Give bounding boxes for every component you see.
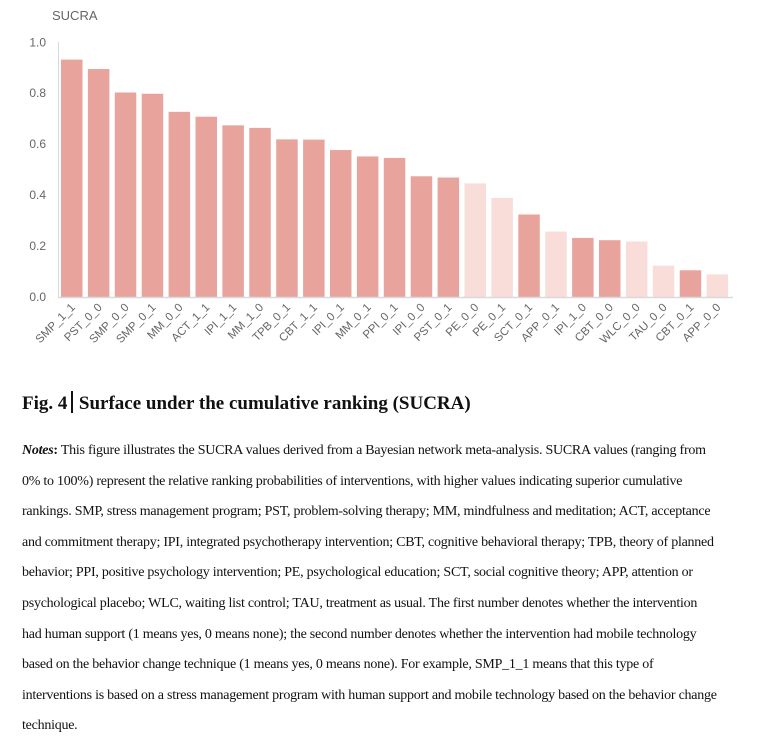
bar-app-0-0 — [706, 274, 729, 297]
y-tick-label: 0.2 — [29, 239, 46, 253]
notes-line: technique. — [22, 718, 78, 734]
notes-line: 0% to 100%) represent the relative ranki… — [22, 473, 683, 489]
notes-line: based on the behavior change technique (… — [22, 657, 654, 673]
y-tick-label: 1.0 — [29, 35, 46, 49]
bar-pst-0-0 — [87, 69, 110, 297]
figure-label: Fig. 4 — [22, 393, 68, 414]
bar-app-0-1 — [545, 231, 567, 297]
y-tick-label: 0.8 — [29, 86, 46, 100]
notes-line: had human support (1 means yes, 0 means … — [22, 626, 697, 642]
y-tick-label: 0.6 — [29, 137, 46, 151]
y-tick-label: 0.4 — [29, 188, 46, 202]
bar-smp-0-1 — [141, 93, 164, 298]
bar-ppi-0-1 — [383, 157, 406, 297]
bar-cbt-0-0 — [599, 240, 621, 297]
bar-ipi-1-0 — [572, 237, 594, 297]
notes-label: Notes — [22, 443, 54, 458]
notes-colon: : — [53, 443, 58, 458]
notes-line: behavior; PPI, positive psychology inter… — [22, 565, 693, 581]
bar-wlc-0-0 — [625, 241, 648, 297]
bar-smp-0-0 — [114, 92, 137, 298]
notes-line: interventions is based on a stress manag… — [22, 687, 717, 703]
notes-text: This figure illustrates the SUCRA values… — [57, 443, 706, 458]
sucra-bar-chart: SUCRA 0.00.20.40.60.81.0 SMP_1_1PST_0_0S… — [29, 8, 733, 346]
notes-line: Notes: This figure illustrates the SUCRA… — [22, 440, 717, 471]
bar-smp-1-1 — [61, 59, 83, 297]
caption-separator — [71, 391, 73, 413]
figure-caption-title: Fig. 4 Surface under the cumulative ranki… — [22, 391, 471, 415]
y-tick-label: 0.0 — [29, 290, 46, 304]
bar-mm-1-0 — [249, 127, 271, 297]
bar-tpb-0-1 — [276, 139, 298, 297]
bar-cbt-1-1 — [303, 139, 325, 297]
bar-mm-0-0 — [168, 111, 191, 297]
notes-line: and commitment therapy; IPI, integrated … — [22, 534, 714, 550]
y-axis-title: SUCRA — [52, 8, 98, 23]
figure-title: Surface under the cumulative ranking (SU… — [78, 393, 471, 414]
bar-cbt-0-1 — [679, 270, 702, 297]
figure-notes: Notes: This figure illustrates the SUCRA… — [22, 440, 717, 746]
bar-sct-0-1 — [518, 214, 540, 297]
bar-ipi-0-0 — [410, 176, 433, 297]
bar-pst-0-1 — [437, 177, 460, 297]
bar-pe-0-1 — [491, 197, 513, 297]
bar-mm-0-1 — [356, 156, 379, 297]
bar-pe-0-0 — [464, 183, 486, 297]
bar-tau-0-0 — [652, 265, 675, 297]
notes-line: rankings. SMP, stress management program… — [22, 504, 711, 520]
bar-act-1-1 — [195, 116, 217, 298]
notes-line: psychological placebo; WLC, waiting list… — [22, 595, 698, 611]
bar-ipi-1-1 — [222, 125, 244, 297]
bar-ipi-0-1 — [330, 150, 352, 297]
